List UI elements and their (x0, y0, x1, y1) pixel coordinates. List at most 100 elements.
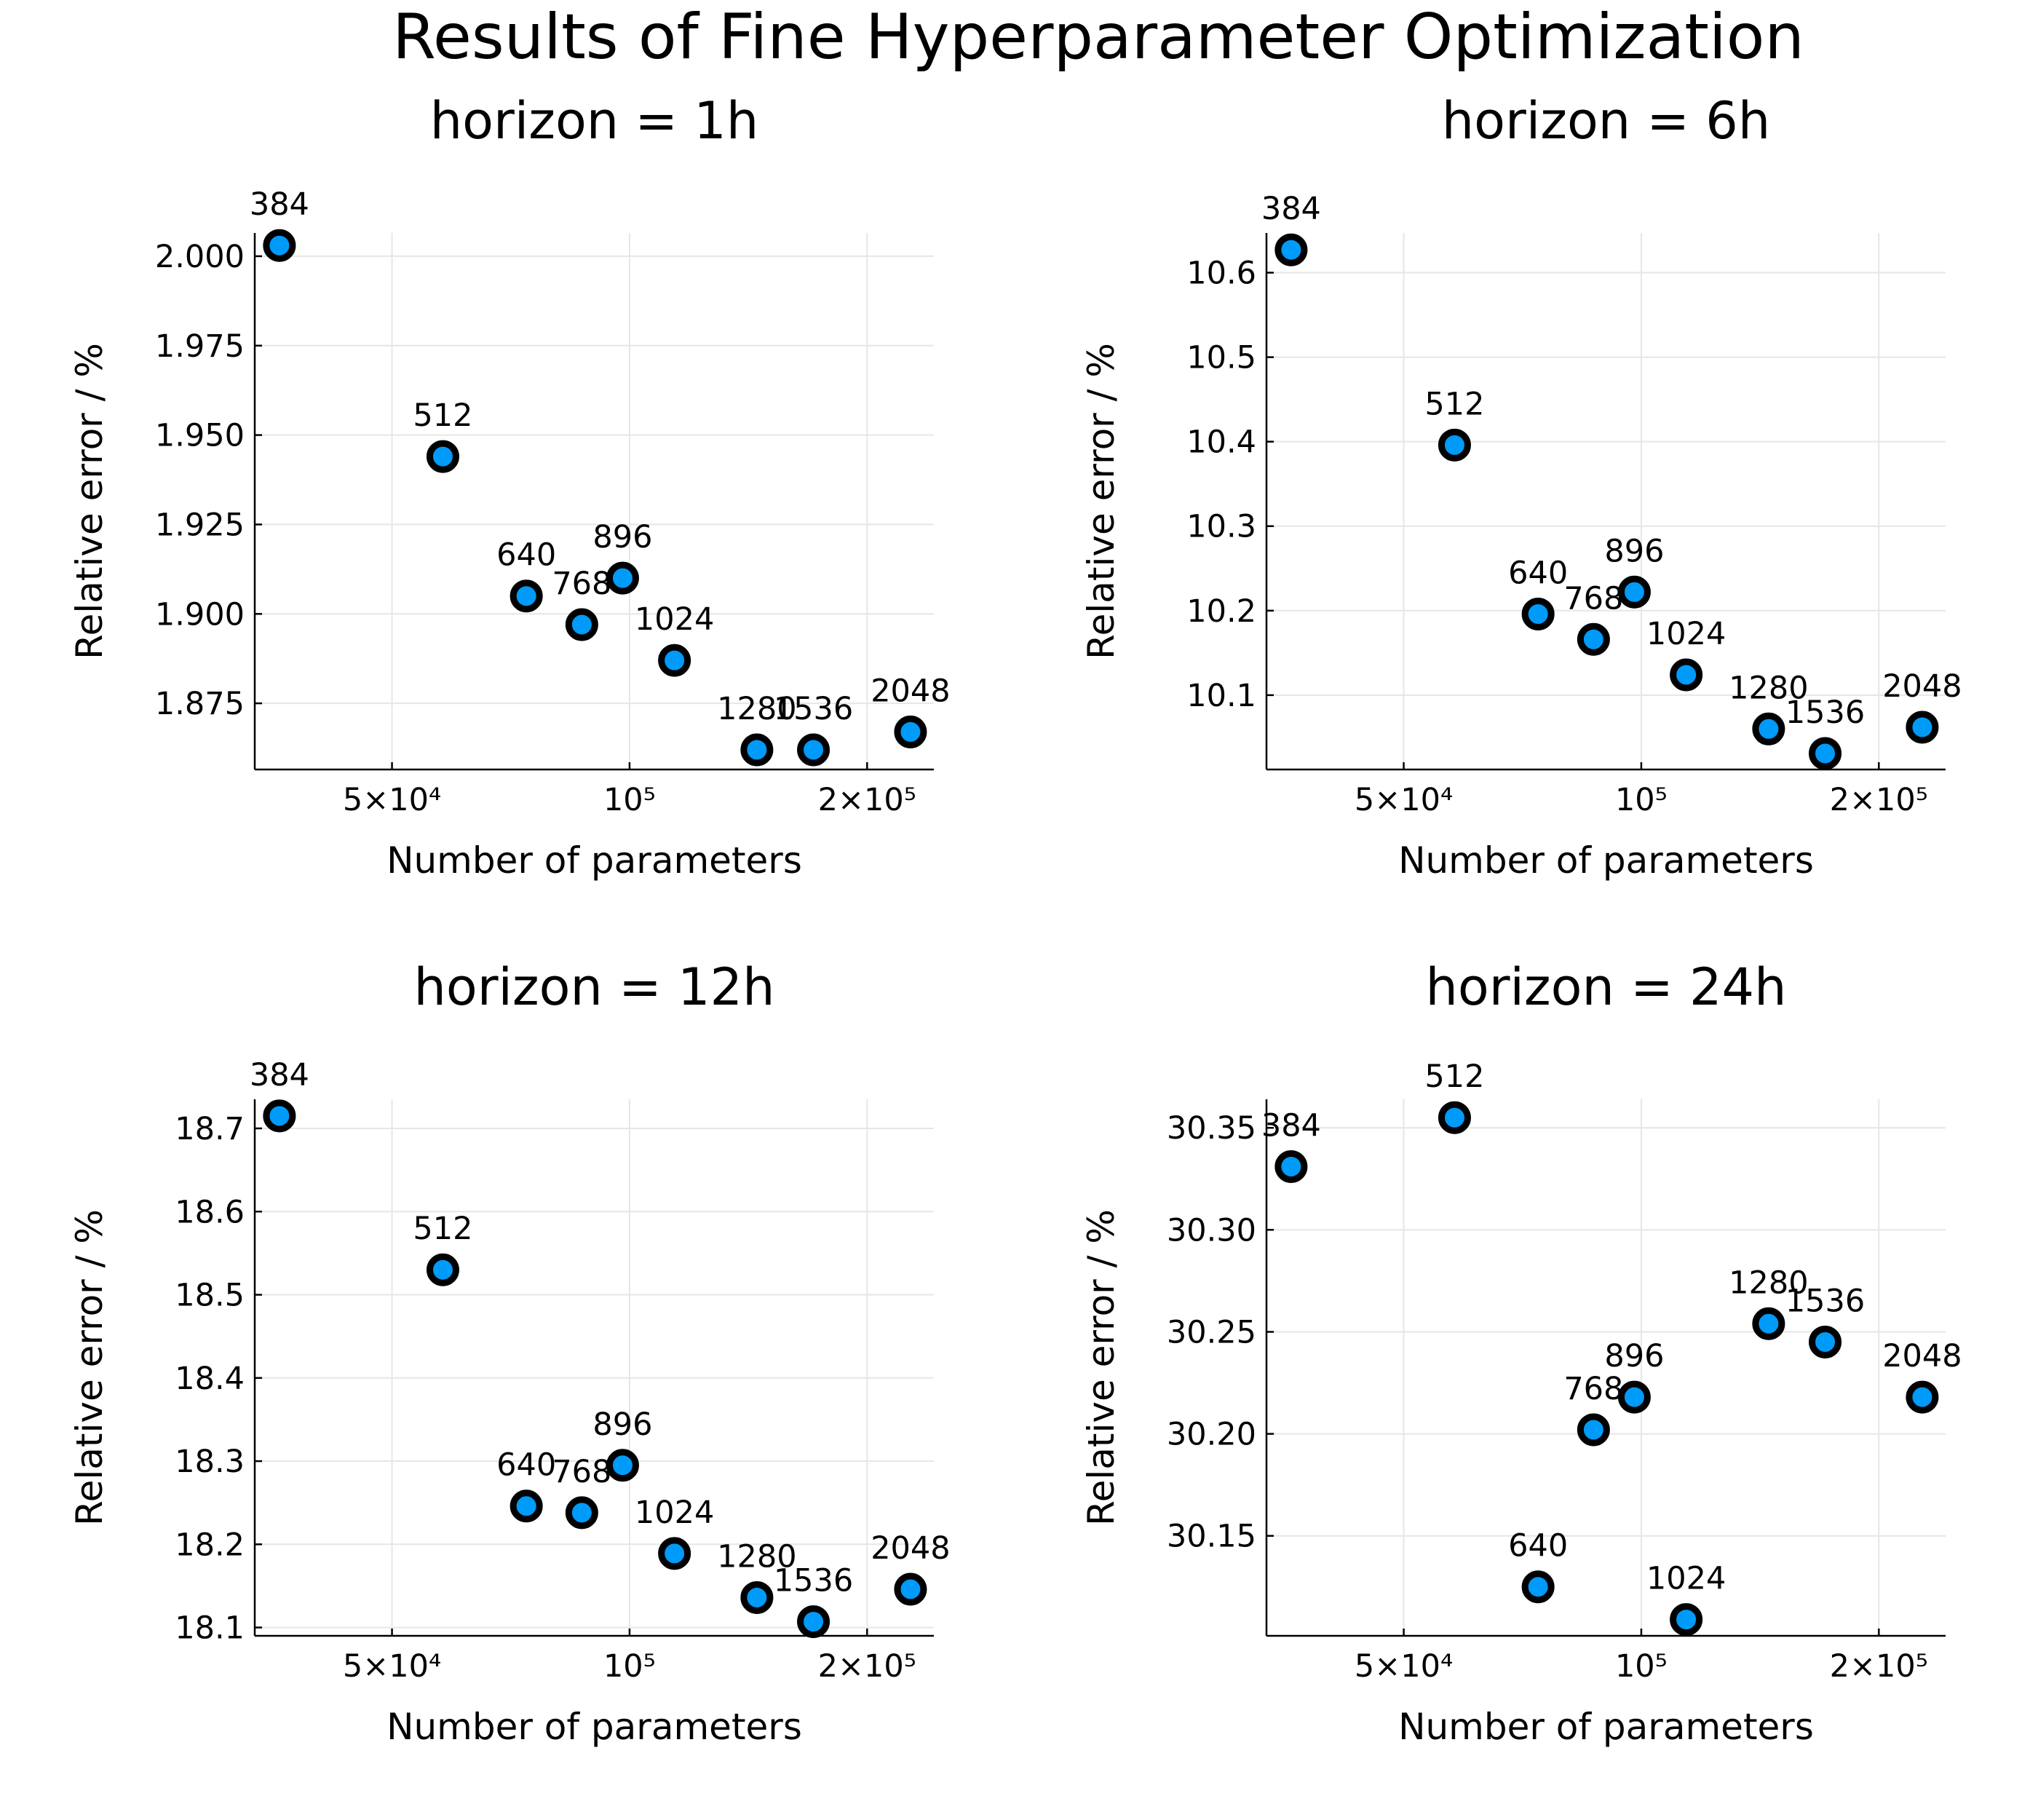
chart-1-point-label-1536: 1536 (774, 691, 853, 727)
chart-1-point-label-1024: 1024 (635, 601, 714, 638)
chart-1-point-label-896: 896 (592, 519, 652, 555)
chart-1-point-label-2048: 2048 (871, 673, 950, 709)
chart-1-point-label-640: 640 (496, 537, 556, 574)
chart-4-point-1024 (1670, 1603, 1703, 1637)
chart-4-panel: 5×10⁴ 10⁵ 2×10⁵ 30.15 30.20 30.25 30.30 30.35 ho… (1080, 957, 1962, 1748)
chart-3-x-tick-label-2: 2×10⁵ (818, 1648, 916, 1685)
chart-3-point-label-1024: 1024 (635, 1495, 714, 1531)
chart-4-y-tick-label-3: 30.30 (1167, 1212, 1256, 1249)
chart-1-y-tick-label-5: 2.000 (155, 239, 245, 275)
chart-2-panel: 5×10⁴ 10⁵ 2×10⁵ 10.1 10.2 10.3 10.4 10.5 10.6 hor… (1080, 91, 1962, 882)
chart-3-point-label-896: 896 (592, 1406, 652, 1443)
chart-4-point-512 (1438, 1101, 1471, 1134)
chart-4-point-2048 (1906, 1380, 1939, 1414)
chart-2-point-label-640: 640 (1508, 555, 1568, 591)
subplot-grid: 5×10⁴ 10⁵ 2×10⁵ 1.875 1.900 1.925 1.950 1.975 2.… (68, 91, 1962, 1748)
chart-2-point-label-1536: 1536 (1785, 695, 1865, 731)
chart-3-point-384 (263, 1099, 296, 1133)
chart-4-point-label-896: 896 (1604, 1338, 1664, 1374)
chart-2-point-2048 (1906, 711, 1939, 744)
chart-3-y-tick-label-3: 18.4 (175, 1361, 245, 1397)
chart-1-point-896 (606, 561, 639, 595)
chart-3-point-896 (606, 1449, 639, 1482)
chart-1-point-512 (426, 440, 459, 473)
chart-2-point-768 (1577, 622, 1610, 656)
chart-4-y-tick-label-4: 30.35 (1167, 1110, 1256, 1147)
chart-2-point-label-768: 768 (1563, 580, 1623, 617)
chart-2-y-axis-label: Relative error / % (1080, 343, 1122, 660)
chart-2-point-384 (1274, 233, 1308, 266)
chart-3-point-768 (565, 1496, 598, 1530)
chart-1-point-1280 (740, 733, 774, 767)
chart-3-x-tick-label-0: 5×10⁴ (343, 1648, 441, 1685)
chart-2-point-1536 (1809, 737, 1842, 770)
figure-title: Results of Fine Hyperparameter Optimizat… (392, 1, 1804, 74)
chart-3-point-640 (510, 1489, 543, 1523)
chart-2-point-label-2048: 2048 (1882, 668, 1962, 705)
chart-4-x-tick-label-2: 2×10⁵ (1830, 1648, 1928, 1685)
chart-1-x-tick-label-1: 10⁵ (603, 782, 656, 818)
chart-4-y-tick-label-2: 30.25 (1167, 1314, 1256, 1350)
chart-4-point-640 (1521, 1570, 1555, 1604)
chart-4-point-1280 (1752, 1307, 1785, 1340)
chart-2-y-tick-label-5: 10.6 (1186, 256, 1256, 292)
chart-1-y-tick-label-4: 1.975 (155, 328, 245, 365)
chart-3-point-label-1536: 1536 (774, 1563, 853, 1599)
chart-4-point-label-1280: 1280 (1729, 1265, 1808, 1301)
chart-3-y-tick-label-0: 18.1 (175, 1610, 245, 1647)
chart-1-point-768 (565, 608, 598, 641)
chart-1-y-tick-label-3: 1.950 (155, 418, 245, 454)
chart-2-x-tick-label-2: 2×10⁵ (1830, 782, 1928, 818)
chart-3-y-tick-label-1: 18.2 (175, 1527, 245, 1563)
chart-1-point-1024 (658, 644, 691, 677)
chart-3-point-label-1280: 1280 (717, 1538, 796, 1575)
chart-1-point-640 (510, 579, 543, 613)
chart-4-title: horizon = 24h (1426, 957, 1787, 1017)
chart-1-title: horizon = 1h (430, 91, 758, 151)
chart-3-point-1280 (740, 1580, 774, 1614)
chart-2-point-label-1024: 1024 (1646, 616, 1726, 652)
chart-3-y-tick-label-5: 18.6 (175, 1194, 245, 1230)
chart-2-title: horizon = 6h (1442, 91, 1770, 151)
chart-4-point-label-2048: 2048 (1882, 1338, 1962, 1374)
chart-3-point-label-384: 384 (250, 1057, 309, 1093)
chart-4-point-1536 (1809, 1325, 1842, 1358)
chart-3-y-tick-label-4: 18.5 (175, 1278, 245, 1314)
chart-2-point-label-512: 512 (1424, 386, 1484, 422)
chart-4-x-tick-label-1: 10⁵ (1615, 1648, 1668, 1685)
chart-2-point-1024 (1670, 658, 1703, 692)
chart-4-point-label-384: 384 (1261, 1107, 1321, 1144)
chart-3-point-2048 (894, 1572, 927, 1606)
chart-1-y-tick-label-0: 1.875 (155, 686, 245, 722)
chart-2-y-tick-label-0: 10.1 (1186, 678, 1256, 714)
chart-4-x-axis-label: Number of parameters (1398, 1706, 1814, 1748)
chart-4-y-axis-label: Relative error / % (1080, 1209, 1122, 1526)
chart-1-x-tick-label-0: 5×10⁴ (343, 782, 441, 818)
chart-1-point-label-512: 512 (413, 397, 472, 434)
chart-2-x-tick-label-1: 10⁵ (1615, 782, 1668, 818)
chart-3-point-1536 (797, 1605, 830, 1639)
chart-3-point-label-768: 768 (552, 1454, 611, 1490)
chart-2-point-label-1280: 1280 (1729, 670, 1808, 706)
chart-3-point-label-640: 640 (496, 1447, 556, 1484)
chart-3-point-512 (426, 1253, 459, 1286)
chart-4-point-label-1024: 1024 (1646, 1561, 1726, 1597)
chart-3-point-label-512: 512 (413, 1211, 472, 1247)
chart-1-y-tick-label-1: 1.900 (155, 596, 245, 633)
chart-3-point-1024 (658, 1537, 691, 1570)
chart-1-y-axis-label: Relative error / % (68, 343, 111, 660)
chart-2-y-tick-label-4: 10.5 (1186, 340, 1256, 376)
chart-4-point-label-512: 512 (1424, 1059, 1484, 1095)
chart-3-point-label-2048: 2048 (871, 1530, 950, 1567)
chart-2-point-640 (1521, 597, 1555, 630)
chart-4-point-768 (1577, 1413, 1610, 1447)
chart-3-y-axis-label: Relative error / % (68, 1209, 111, 1526)
chart-2-x-axis-label: Number of parameters (1398, 839, 1814, 882)
chart-3-panel: 5×10⁴ 10⁵ 2×10⁵ 18.1 18.2 18.3 18.4 18.5 18.6 18.… (68, 957, 951, 1748)
chart-2-point-896 (1617, 575, 1651, 609)
chart-3-x-axis-label: Number of parameters (386, 1706, 802, 1748)
chart-2-x-tick-label-0: 5×10⁴ (1355, 782, 1453, 818)
chart-2-point-label-896: 896 (1604, 533, 1664, 569)
